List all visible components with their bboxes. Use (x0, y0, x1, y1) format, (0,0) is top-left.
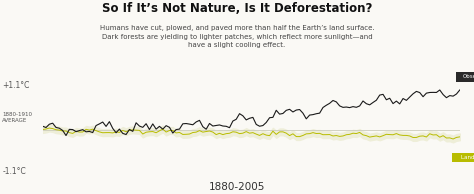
Text: So If It’s Not Nature, Is It Deforestation?: So If It’s Not Nature, Is It Deforestati… (102, 2, 372, 15)
Text: +1.1°C: +1.1°C (2, 81, 30, 89)
Text: Observed: Observed (463, 74, 474, 79)
Text: Humans have cut, plowed, and paved more than half the Earth’s land surface.
Dark: Humans have cut, plowed, and paved more … (100, 25, 374, 48)
Text: 1880-1910
AVERAGE: 1880-1910 AVERAGE (2, 112, 32, 123)
Text: 1880-2005: 1880-2005 (209, 182, 265, 192)
Text: -1.1°C: -1.1°C (2, 167, 26, 176)
Text: Land Use: Land Use (461, 155, 474, 160)
